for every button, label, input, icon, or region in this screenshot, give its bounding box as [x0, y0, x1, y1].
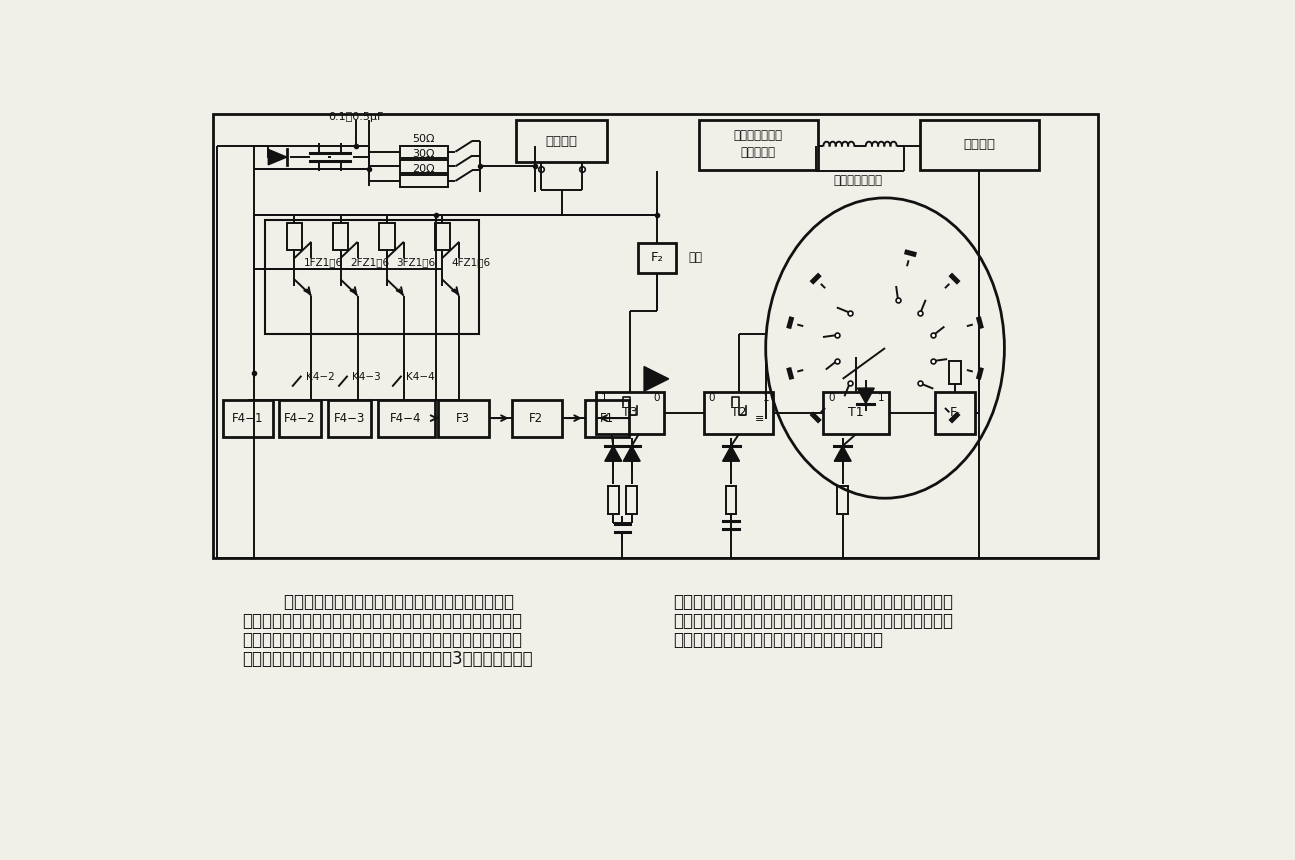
- Bar: [223, 400, 273, 437]
- Text: 30Ω: 30Ω: [413, 149, 435, 159]
- Bar: [329, 400, 370, 437]
- Text: T1: T1: [848, 406, 864, 419]
- Text: 0.1～0.5μF: 0.1～0.5μF: [329, 112, 383, 122]
- Bar: [838, 486, 848, 513]
- Bar: [638, 243, 676, 273]
- Text: 间隙的变化而自动改变，从而在不发生电弧放电的情况下保持最: 间隙的变化而自动改变，从而在不发生电弧放电的情况下保持最: [673, 611, 953, 630]
- Bar: [517, 120, 607, 163]
- Bar: [949, 361, 961, 384]
- Text: 20Ω: 20Ω: [413, 163, 435, 174]
- Text: 主轴头平衡线圈: 主轴头平衡线圈: [834, 174, 883, 187]
- Text: 所示为等脉冲晶体管脉冲电源原理图。自振式晶体管: 所示为等脉冲晶体管脉冲电源原理图。自振式晶体管: [242, 593, 514, 611]
- Bar: [400, 160, 448, 173]
- Text: F3: F3: [456, 412, 470, 425]
- Bar: [400, 145, 448, 158]
- Polygon shape: [644, 366, 668, 391]
- Bar: [627, 486, 637, 513]
- Text: 0: 0: [828, 393, 834, 403]
- Bar: [378, 400, 435, 437]
- Text: 主轴头利服控制: 主轴头利服控制: [733, 129, 782, 142]
- Bar: [512, 400, 562, 437]
- Bar: [212, 114, 1098, 557]
- Bar: [435, 223, 451, 250]
- Text: F2: F2: [530, 412, 544, 425]
- Text: 变的，但由于间隙击穿点时间变化，脉冲电流的宽度实际是变化: 变的，但由于间隙击穿点时间变化，脉冲电流的宽度实际是变化: [242, 631, 522, 649]
- Bar: [585, 400, 629, 437]
- Text: 1: 1: [601, 393, 607, 403]
- Text: 脉冲电源输出的脉冲电压宽度和停歇时间在加工过程中是固定不: 脉冲电源输出的脉冲电压宽度和停歇时间在加工过程中是固定不: [242, 611, 522, 630]
- Text: F4−4: F4−4: [390, 412, 422, 425]
- Bar: [596, 392, 664, 434]
- Polygon shape: [605, 445, 622, 461]
- Text: 2FZ1～6: 2FZ1～6: [350, 258, 388, 267]
- Text: T2: T2: [730, 406, 747, 419]
- Text: K4−4: K4−4: [407, 372, 435, 382]
- Text: ≡: ≡: [755, 414, 764, 424]
- Bar: [439, 400, 488, 437]
- Bar: [265, 220, 479, 335]
- Polygon shape: [834, 445, 851, 461]
- Bar: [607, 486, 619, 513]
- Text: 50Ω: 50Ω: [413, 134, 435, 144]
- Text: Fᵣ: Fᵣ: [951, 406, 961, 419]
- Bar: [824, 392, 888, 434]
- Text: 输出脉冲电流的宽度是相同的，而且脉冲停歇时间是能根据放电: 输出脉冲电流的宽度是相同的，而且脉冲停歇时间是能根据放电: [673, 593, 953, 611]
- Text: F4−1: F4−1: [232, 412, 263, 425]
- Text: 4FZ1～6: 4FZ1～6: [452, 258, 491, 267]
- Text: 的，并且快速切断也不理想。等脉冲式电路克服3以上的缺点，它: 的，并且快速切断也不理想。等脉冲式电路克服3以上的缺点，它: [242, 650, 532, 668]
- Text: 小脉冲停歇时间，使脉冲电源利用率达到最高。: 小脉冲停歇时间，使脉冲电源利用率达到最高。: [673, 631, 883, 649]
- Text: K4−3: K4−3: [352, 372, 381, 382]
- Text: 直流电源: 直流电源: [545, 135, 578, 148]
- Text: K4−2: K4−2: [306, 372, 335, 382]
- Text: 1: 1: [878, 393, 884, 403]
- Text: F₂: F₂: [650, 251, 663, 265]
- Text: F1: F1: [600, 412, 614, 425]
- Text: 1FZ1～6: 1FZ1～6: [304, 258, 343, 267]
- Bar: [919, 120, 1039, 170]
- Polygon shape: [268, 150, 286, 165]
- Bar: [725, 486, 737, 513]
- Text: F4−2: F4−2: [284, 412, 316, 425]
- Text: 3FZ1～6: 3FZ1～6: [396, 258, 435, 267]
- Bar: [286, 223, 302, 250]
- Polygon shape: [857, 388, 874, 403]
- Text: F4−3: F4−3: [333, 412, 365, 425]
- Polygon shape: [723, 445, 739, 461]
- Bar: [400, 175, 448, 187]
- Text: 反相: 反相: [689, 251, 703, 265]
- Bar: [699, 120, 818, 170]
- Text: 0: 0: [708, 393, 715, 403]
- Text: 直流电源: 直流电源: [963, 138, 995, 151]
- Polygon shape: [623, 445, 640, 461]
- Bar: [333, 223, 348, 250]
- Bar: [935, 392, 975, 434]
- Bar: [704, 392, 773, 434]
- Text: 0: 0: [653, 393, 659, 403]
- Text: 差动放大器: 差动放大器: [741, 146, 776, 159]
- Bar: [379, 223, 395, 250]
- Text: T3: T3: [623, 406, 638, 419]
- Text: 1: 1: [763, 393, 769, 403]
- Bar: [280, 400, 321, 437]
